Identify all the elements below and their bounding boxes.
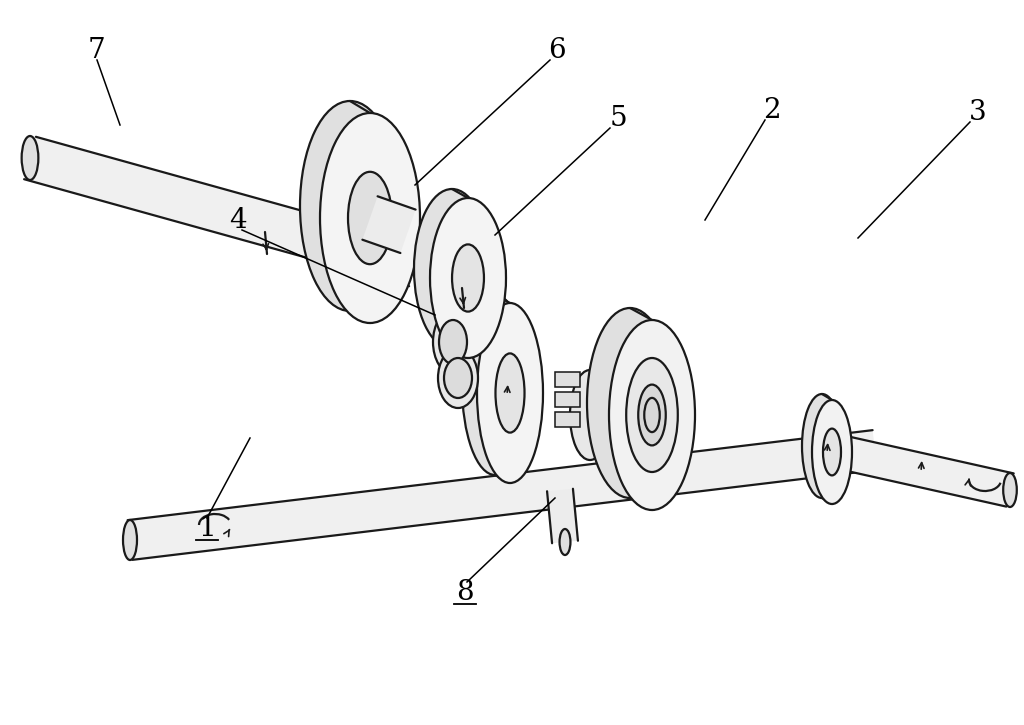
Bar: [555, 392, 580, 407]
Ellipse shape: [123, 520, 137, 560]
Ellipse shape: [452, 244, 484, 312]
Polygon shape: [547, 489, 578, 543]
Bar: [555, 412, 580, 427]
Ellipse shape: [477, 303, 543, 483]
Ellipse shape: [570, 370, 610, 460]
Text: 1: 1: [198, 515, 216, 542]
Text: 4: 4: [229, 207, 247, 233]
Ellipse shape: [439, 320, 467, 364]
Ellipse shape: [627, 358, 678, 472]
Ellipse shape: [433, 310, 473, 374]
Text: 8: 8: [456, 579, 474, 605]
Ellipse shape: [462, 295, 528, 475]
Ellipse shape: [644, 398, 659, 432]
Ellipse shape: [496, 353, 524, 433]
Ellipse shape: [559, 529, 570, 555]
Ellipse shape: [414, 189, 490, 349]
Text: 7: 7: [88, 36, 105, 64]
Text: 6: 6: [548, 36, 566, 64]
Ellipse shape: [1004, 473, 1017, 507]
Ellipse shape: [438, 348, 478, 408]
Ellipse shape: [638, 384, 666, 445]
Ellipse shape: [812, 400, 852, 504]
Ellipse shape: [823, 428, 841, 476]
Ellipse shape: [587, 308, 673, 498]
Polygon shape: [128, 430, 878, 560]
Ellipse shape: [22, 136, 38, 180]
Text: 2: 2: [763, 96, 781, 123]
Bar: [555, 372, 580, 387]
Ellipse shape: [444, 358, 472, 398]
Polygon shape: [837, 436, 1014, 507]
Ellipse shape: [609, 320, 695, 510]
Ellipse shape: [348, 172, 392, 264]
Ellipse shape: [802, 394, 842, 498]
Polygon shape: [362, 196, 416, 253]
Ellipse shape: [430, 198, 506, 358]
Text: 3: 3: [969, 99, 987, 125]
Polygon shape: [25, 137, 421, 286]
Ellipse shape: [319, 113, 420, 323]
Ellipse shape: [300, 101, 400, 311]
Text: 5: 5: [609, 104, 627, 131]
